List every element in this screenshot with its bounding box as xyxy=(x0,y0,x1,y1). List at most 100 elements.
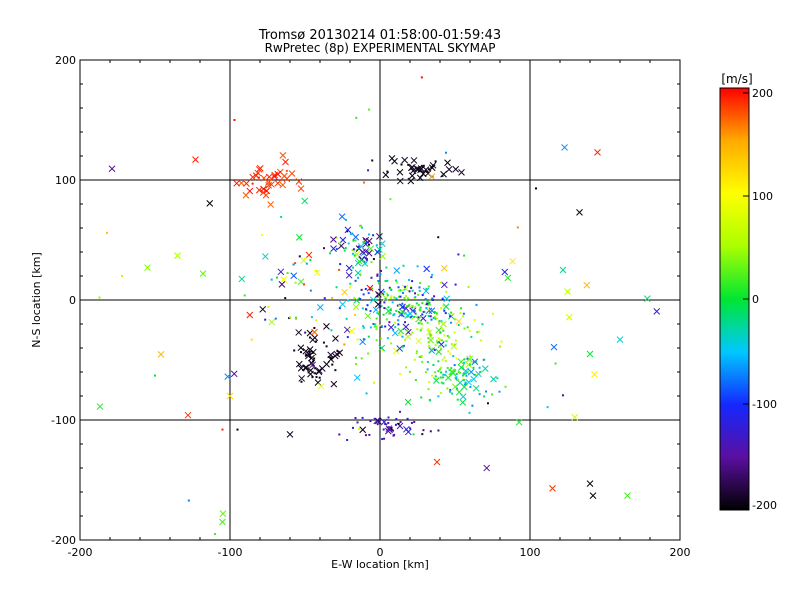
data-point-cross xyxy=(382,171,390,179)
data-point-dot xyxy=(457,378,460,381)
data-point-dot xyxy=(442,382,445,385)
data-point-cross xyxy=(467,368,475,376)
data-point-dot xyxy=(375,339,378,342)
data-point-dot xyxy=(419,329,422,332)
data-point-dot xyxy=(417,322,420,325)
data-point-dot xyxy=(406,305,409,308)
data-point-dot xyxy=(378,306,381,309)
data-point-dot xyxy=(382,428,385,431)
data-point-dot xyxy=(426,368,429,371)
data-point-dot xyxy=(422,164,425,167)
data-point-dot xyxy=(383,290,386,293)
data-point-dot xyxy=(380,325,383,328)
data-point-dot xyxy=(372,381,375,384)
data-point-dot xyxy=(431,347,434,350)
data-point-dot xyxy=(384,325,387,328)
data-point-dot xyxy=(305,262,308,265)
data-point-dot xyxy=(318,376,321,379)
data-point-cross xyxy=(376,233,383,240)
data-point-cross xyxy=(428,164,436,172)
data-point-cross xyxy=(327,355,335,363)
data-point-dot xyxy=(335,248,338,251)
data-point-cross xyxy=(410,157,418,164)
data-point-dot xyxy=(396,304,399,307)
data-point-dot xyxy=(406,315,409,318)
data-point-dot xyxy=(416,328,419,331)
data-point-cross xyxy=(433,458,441,466)
data-point-dot xyxy=(376,423,379,426)
data-point-cross xyxy=(238,275,246,283)
data-point-dot xyxy=(361,307,364,310)
data-point-dot xyxy=(425,287,428,290)
data-point-dot xyxy=(375,317,378,320)
data-point-cross xyxy=(298,375,306,382)
data-point-cross xyxy=(515,418,523,426)
data-point-cross xyxy=(460,383,468,391)
data-point-cross xyxy=(323,322,330,330)
data-point-dot xyxy=(408,303,411,306)
data-point-dot xyxy=(449,315,452,318)
data-point-dot xyxy=(411,331,414,334)
data-point-dot xyxy=(404,321,407,324)
data-point-dot xyxy=(397,311,400,314)
data-point-dot xyxy=(456,387,459,390)
data-point-dot xyxy=(482,358,485,361)
data-point-cross xyxy=(367,245,375,253)
data-point-cross xyxy=(391,329,399,337)
data-point-dot xyxy=(314,372,317,375)
data-point-cross xyxy=(263,187,271,195)
data-point-dot xyxy=(395,279,398,282)
data-point-dot xyxy=(436,341,439,344)
data-point-dot xyxy=(338,268,341,271)
data-point-dot xyxy=(454,339,457,342)
data-point-dot xyxy=(408,290,411,293)
data-point-dot xyxy=(462,315,465,318)
data-point-dot xyxy=(389,309,392,312)
data-point-dot xyxy=(437,429,440,432)
data-point-dot xyxy=(385,266,388,269)
data-point-dot xyxy=(424,371,427,374)
data-point-dot xyxy=(447,350,450,353)
data-point-dot xyxy=(370,261,373,264)
data-point-dot xyxy=(428,332,431,335)
data-point-dot xyxy=(411,280,414,283)
data-point-cross xyxy=(279,152,287,159)
data-point-dot xyxy=(417,293,420,296)
data-point-dot xyxy=(377,310,380,313)
data-point-dot xyxy=(365,241,368,244)
data-point-cross xyxy=(466,355,473,363)
data-point-dot xyxy=(535,187,537,190)
data-point-dot xyxy=(422,310,425,313)
data-point-dot xyxy=(498,390,501,393)
data-point-dot xyxy=(456,398,459,401)
data-point-dot xyxy=(473,318,476,321)
data-point-dot xyxy=(358,428,361,431)
data-point-cross xyxy=(259,305,267,313)
data-point-dot xyxy=(428,381,431,384)
data-point-dot xyxy=(329,252,332,255)
data-point-dot xyxy=(351,266,354,269)
data-point-dot xyxy=(460,307,463,310)
data-point-dot xyxy=(455,377,458,380)
y-tick-label--100: -100 xyxy=(51,414,76,427)
data-point-dot xyxy=(367,292,370,295)
data-point-dot xyxy=(464,372,467,375)
data-point-dot xyxy=(435,313,438,316)
data-point-cross xyxy=(373,417,381,425)
data-point-dot xyxy=(284,297,287,300)
chart-subtitle: RwPretec (8p) EXPERIMENTAL SKYMAP xyxy=(265,41,496,55)
data-point-cross xyxy=(271,171,278,179)
data-point-dot xyxy=(427,388,430,391)
data-point-dot xyxy=(399,289,402,292)
data-point-dot xyxy=(466,326,469,329)
data-point-dot xyxy=(315,269,318,272)
data-point-dot xyxy=(419,322,422,325)
data-point-dot xyxy=(438,322,441,325)
data-point-cross xyxy=(407,164,415,172)
data-point-dot xyxy=(422,429,425,432)
data-point-cross xyxy=(295,329,303,336)
data-point-dot xyxy=(428,330,431,333)
data-point-dot xyxy=(394,326,397,329)
data-point-dot xyxy=(334,369,337,372)
data-point-cross xyxy=(357,242,365,250)
